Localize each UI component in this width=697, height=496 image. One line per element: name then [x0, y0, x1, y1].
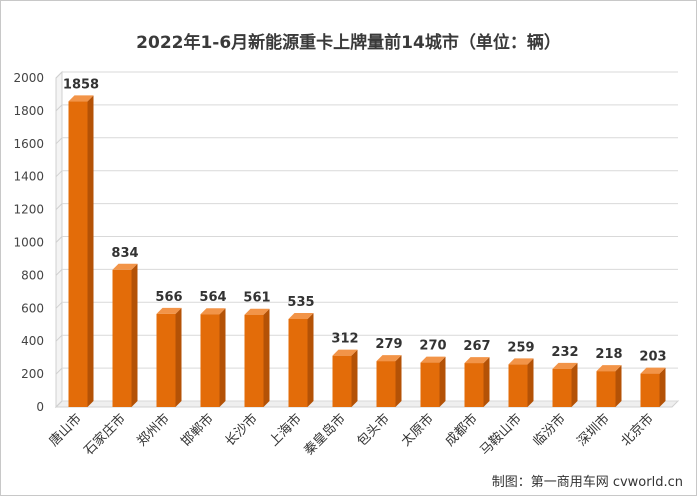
- x-tick-label-8: 太原市: [398, 411, 437, 450]
- bar-side-2: [175, 307, 182, 407]
- bar-side-8: [439, 356, 446, 407]
- grid-diag-0: [55, 400, 63, 408]
- value-label-7: 279: [375, 337, 402, 352]
- grid-diag-5: [55, 236, 63, 243]
- bar-top-1: [112, 263, 138, 270]
- value-label-3: 564: [199, 290, 226, 305]
- bar-side-11: [571, 362, 578, 407]
- grid-diag-9: [55, 104, 63, 112]
- x-tick-label-13: 北京市: [618, 411, 657, 450]
- value-label-12: 218: [595, 347, 622, 362]
- value-label-6: 312: [331, 332, 358, 347]
- value-label-1: 834: [111, 246, 138, 261]
- bar-6: [332, 355, 352, 407]
- x-tick-label-6: 秦皇岛市: [301, 411, 349, 459]
- value-label-4: 561: [243, 291, 270, 306]
- value-label-5: 535: [287, 295, 314, 310]
- grid-diag-4: [55, 269, 63, 276]
- bar-side-5: [307, 312, 314, 407]
- y-tick-label-0: 0: [36, 400, 44, 414]
- bar-1: [112, 269, 132, 407]
- grid-diag-1: [55, 367, 63, 375]
- bar-side-12: [615, 365, 622, 407]
- bar-7: [376, 361, 396, 407]
- bar-top-7: [376, 355, 402, 362]
- bar-side-9: [483, 357, 490, 407]
- x-tick-label-10: 马鞍山市: [477, 411, 525, 459]
- bar-side-13: [659, 367, 666, 407]
- bar-13: [640, 373, 660, 407]
- x-tick-label-7: 包头市: [354, 411, 393, 450]
- x-tick-label-12: 深圳市: [574, 411, 613, 450]
- y-tick-label-9: 1800: [13, 104, 44, 118]
- value-label-13: 203: [639, 350, 666, 365]
- bar-3: [200, 314, 220, 407]
- bar-12: [596, 371, 616, 407]
- x-tick-label-3: 邯郸市: [178, 411, 217, 450]
- bar-top-8: [420, 356, 446, 363]
- x-tick-label-2: 郑州市: [134, 411, 173, 450]
- bar-top-4: [244, 308, 270, 315]
- x-tick-label-4: 长沙市: [222, 411, 261, 450]
- value-label-0: 1858: [63, 77, 99, 92]
- image-credit: 制图：第一商用车网 cvworld.cn: [491, 475, 683, 490]
- bar-top-13: [640, 367, 666, 374]
- x-tick-label-1: 石家庄市: [81, 411, 129, 459]
- grid-diag-8: [55, 137, 63, 145]
- x-tick-label-11: 临汾市: [530, 411, 569, 450]
- bar-top-6: [332, 349, 358, 356]
- bar-top-2: [156, 307, 182, 314]
- y-tick-label-6: 1200: [13, 203, 44, 217]
- value-label-10: 259: [507, 340, 534, 355]
- bar-top-3: [200, 308, 226, 315]
- y-tick-label-2: 400: [21, 334, 44, 348]
- y-tick-label-4: 800: [21, 268, 44, 282]
- chart-title: 2022年1-6月新能源重卡上牌量前14城市（单位：辆）: [136, 33, 561, 53]
- value-label-11: 232: [551, 345, 578, 360]
- y-tick-label-5: 1000: [13, 236, 44, 250]
- plot-floor: [54, 400, 680, 408]
- y-tick-label-1: 200: [21, 367, 44, 381]
- bar-top-12: [596, 365, 622, 372]
- bar-side-1: [131, 263, 138, 407]
- bar-top-0: [68, 95, 94, 102]
- y-tick-label-7: 1400: [13, 170, 44, 184]
- value-label-9: 267: [463, 339, 490, 354]
- y-tick-label-3: 600: [21, 301, 44, 315]
- bar-top-11: [552, 362, 578, 369]
- bar-0: [68, 101, 88, 407]
- bar-2: [156, 313, 176, 407]
- x-tick-label-0: 唐山市: [46, 411, 85, 450]
- bar-side-3: [219, 308, 226, 407]
- grid-diag-10: [55, 71, 63, 79]
- bar-11: [552, 368, 572, 407]
- bar-side-4: [263, 308, 270, 407]
- x-tick-label-9: 成都市: [442, 411, 481, 450]
- grid-diag-3: [55, 301, 63, 309]
- value-label-8: 270: [419, 339, 446, 354]
- bar-top-10: [508, 358, 534, 365]
- bar-8: [420, 362, 440, 407]
- bar-top-9: [464, 357, 490, 364]
- grid-diag-7: [55, 170, 63, 178]
- bar-side-0: [87, 95, 94, 407]
- grid-diag-2: [55, 334, 63, 342]
- bar-9: [464, 363, 484, 407]
- bar-4: [244, 314, 264, 407]
- bar-side-10: [527, 358, 534, 407]
- value-label-2: 566: [155, 290, 182, 305]
- y-tick-label-8: 1600: [13, 137, 44, 151]
- bar-10: [508, 364, 528, 407]
- bar-5: [288, 318, 308, 407]
- bar-top-5: [288, 312, 314, 319]
- grid-diag-6: [55, 203, 63, 210]
- bar-side-6: [351, 349, 358, 407]
- bar-side-7: [395, 355, 402, 407]
- x-tick-label-5: 上海市: [266, 411, 305, 450]
- y-tick-label-10: 2000: [13, 71, 44, 85]
